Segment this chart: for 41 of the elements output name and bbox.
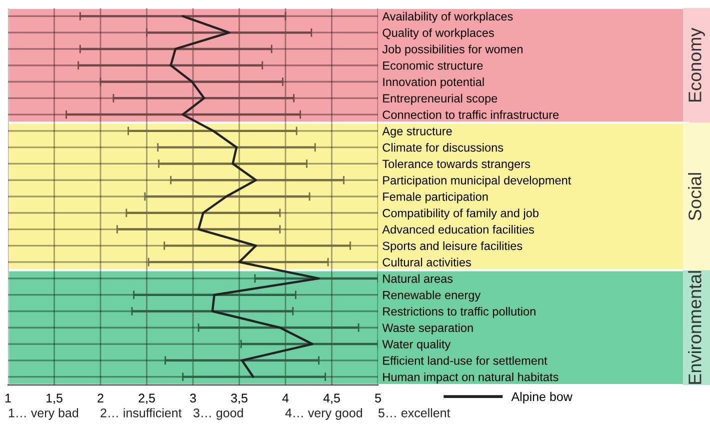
y-tick-label: Advanced education facilities [382,225,534,234]
y-tick-label: Renewable energy [383,290,481,302]
y-tick-label: Human impact on natural habitats [383,372,558,384]
legend-label: Alpine bow [511,392,572,404]
y-tick-label: Natural areas [383,274,453,283]
band-label: Economy [688,28,705,102]
y-tick-label: Sports and leisure facilities [382,241,522,252]
x-tick-label: 2 [98,394,104,402]
y-tick-label: Water quality [382,340,451,351]
y-tick-label: Availability of workplaces [382,12,513,23]
y-tick-label: Participation municipal development [383,176,572,187]
y-tick-label: Cultural activities [382,258,471,266]
x-tick-label: 1 [5,394,11,402]
y-tick-label: Waste separation [382,323,473,334]
text: 5… excellent [378,408,450,418]
text: 3… good [193,408,243,420]
text: 1… very bad [8,408,78,420]
y-tick-label: Innovation potential [383,77,484,88]
y-tick-label: Efficient land-use for settlement [383,356,548,365]
y-tick-label: Quality of workplaces [382,28,494,40]
x-tick-label: 4,5 [323,394,340,404]
y-tick-label: Age structure [382,127,452,138]
y-tick-label: Entrepreneurial scope [383,94,498,105]
x-tick-label: 3 [190,394,196,403]
y-tick-label: Compatibility of family and job [382,208,538,220]
y-tick-label: Economic structure [383,61,483,70]
y-tick-label: Tolerance towards strangers [382,159,530,170]
x-tick-label: 1,5 [46,394,62,404]
band-label: Environmental [688,271,702,384]
text: 2… insufficient [100,408,182,418]
y-tick-label: Job possibilities for women [382,44,522,56]
y-tick-label: Female participation [383,192,488,204]
y-tick-label: Connection to traffic infrastructure [382,110,559,119]
x-tick-label: 4 [282,394,289,402]
x-tick-label: 2,5 [138,394,155,404]
x-tick-label: 3,5 [231,394,248,404]
y-tick-label: Climate for discussions [382,143,504,152]
band-label: Social [688,173,702,220]
y-tick-label: Restrictions to traffic pollution [383,306,536,318]
text: 4… very good [285,408,362,420]
x-tick-label: 5 [375,394,381,403]
